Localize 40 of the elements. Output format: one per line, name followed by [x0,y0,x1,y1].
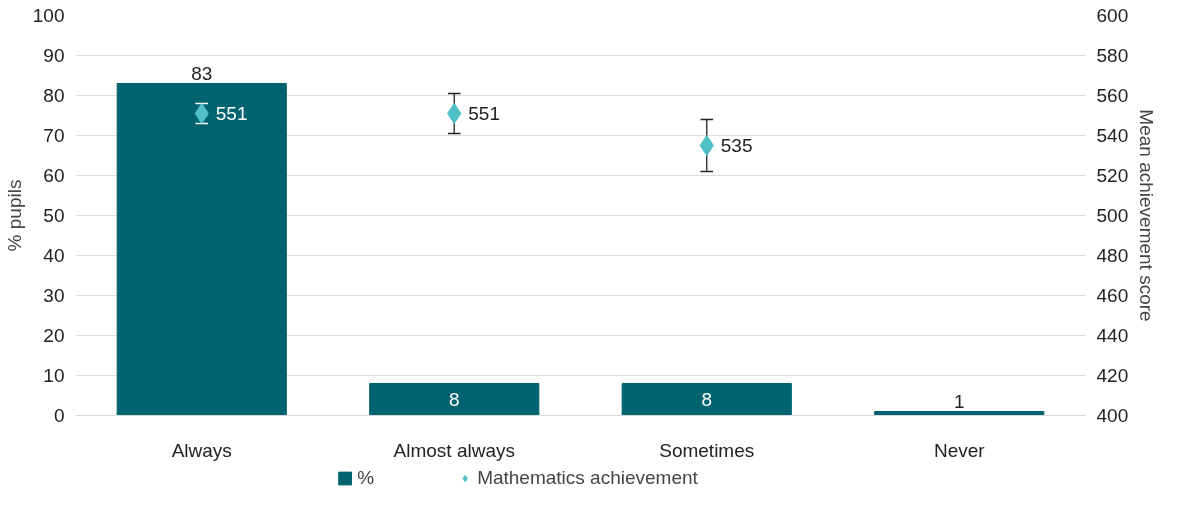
y2-tick-label: 400 [1096,405,1129,426]
y2-axis-title: Mean achievement score [1136,109,1158,322]
y-tick-label: 50 [43,205,65,226]
data-label: 83 [191,62,213,84]
y-tick-label: 90 [43,45,65,66]
bar [621,383,792,416]
x-tick-label: Sometimes [659,439,755,461]
y2-tick-label: 600 [1096,5,1129,26]
bar [116,83,287,416]
y2-tick-label: 520 [1096,165,1129,186]
y2-tick-label: 460 [1096,285,1129,306]
y2-tick-label: 420 [1096,365,1129,386]
y-tick-label: 70 [43,125,65,146]
bar [369,383,540,416]
x-tick-label: Never [933,439,986,461]
legend-label: % [357,467,376,489]
data-label: 551 [468,103,500,124]
y2-tick-label: 440 [1096,325,1129,346]
y2-tick-label: 540 [1096,125,1129,146]
data-label: 8 [701,389,713,410]
data-label: 551 [215,103,248,124]
y-tick-label: 100 [32,5,65,26]
y-tick-label: 30 [43,285,65,306]
y-tick-label: 80 [43,85,65,106]
y-axis-title: % pupils [3,179,25,252]
data-label: 1 [953,390,965,412]
y2-tick-label: 580 [1096,45,1129,66]
y-tick-label: 40 [43,245,65,266]
y2-tick-label: 500 [1096,205,1129,226]
x-tick-label: Always [171,439,232,461]
y-tick-label: 60 [43,165,65,186]
y2-tick-label: 480 [1096,245,1129,266]
data-label: 535 [720,135,753,156]
legend-label: Mathematics achievement [477,467,698,489]
x-tick-label: Almost always [393,439,515,461]
y2-tick-label: 560 [1096,85,1129,106]
y-tick-label: 10 [43,365,65,386]
y-tick-label: 20 [43,325,65,346]
data-label: 8 [448,389,460,410]
y-tick-label: 0 [53,405,65,426]
